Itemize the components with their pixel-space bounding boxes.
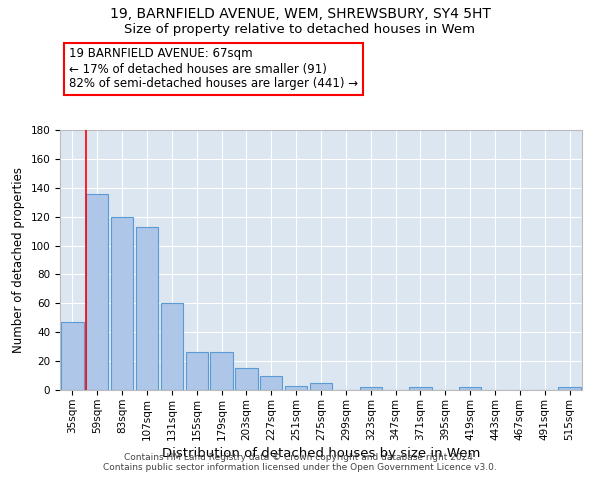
Bar [260,376,283,390]
Bar [61,322,83,390]
Text: Contains public sector information licensed under the Open Government Licence v3: Contains public sector information licen… [103,464,497,472]
Bar [211,352,233,390]
Bar [409,387,431,390]
Y-axis label: Number of detached properties: Number of detached properties [12,167,25,353]
X-axis label: Distribution of detached houses by size in Wem: Distribution of detached houses by size … [162,446,480,460]
Bar [185,352,208,390]
Bar [459,387,481,390]
Bar [136,227,158,390]
Text: 19, BARNFIELD AVENUE, WEM, SHREWSBURY, SY4 5HT: 19, BARNFIELD AVENUE, WEM, SHREWSBURY, S… [110,8,490,22]
Bar [285,386,307,390]
Text: Contains HM Land Registry data © Crown copyright and database right 2024.: Contains HM Land Registry data © Crown c… [124,454,476,462]
Bar [359,387,382,390]
Text: Size of property relative to detached houses in Wem: Size of property relative to detached ho… [125,22,476,36]
Bar [161,304,183,390]
Text: 19 BARNFIELD AVENUE: 67sqm
← 17% of detached houses are smaller (91)
82% of semi: 19 BARNFIELD AVENUE: 67sqm ← 17% of deta… [69,48,358,90]
Bar [86,194,109,390]
Bar [310,383,332,390]
Bar [111,216,133,390]
Bar [559,387,581,390]
Bar [235,368,257,390]
